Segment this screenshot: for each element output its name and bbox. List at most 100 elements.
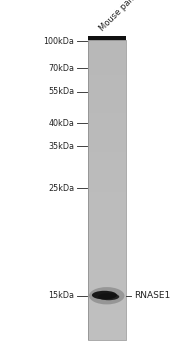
Bar xyxy=(88,179,126,182)
Bar xyxy=(88,109,126,113)
Bar xyxy=(88,219,126,222)
Bar xyxy=(88,204,126,207)
Text: 35kDa: 35kDa xyxy=(48,142,74,151)
Text: Mouse pancreas: Mouse pancreas xyxy=(98,0,153,33)
Bar xyxy=(88,199,126,202)
Bar xyxy=(88,132,126,135)
Bar xyxy=(88,142,126,145)
Bar xyxy=(88,259,126,262)
Bar xyxy=(88,134,126,138)
Bar xyxy=(88,62,126,65)
Bar xyxy=(88,226,126,230)
Bar xyxy=(88,296,126,300)
Bar xyxy=(88,264,126,267)
Bar xyxy=(88,40,126,340)
Bar xyxy=(88,162,126,165)
Bar xyxy=(88,144,126,147)
Bar xyxy=(88,197,126,200)
Bar xyxy=(88,107,126,110)
Bar xyxy=(88,257,126,260)
Bar xyxy=(88,239,126,242)
Bar xyxy=(88,129,126,133)
Bar xyxy=(88,47,126,50)
Bar xyxy=(88,102,126,105)
Bar xyxy=(88,187,126,190)
Bar xyxy=(88,266,126,270)
Text: 70kDa: 70kDa xyxy=(48,64,74,73)
Bar xyxy=(88,77,126,80)
Bar xyxy=(88,254,126,257)
Text: 15kDa: 15kDa xyxy=(48,291,74,300)
Bar xyxy=(88,274,126,277)
Bar xyxy=(88,94,126,98)
Bar xyxy=(88,152,126,155)
Bar xyxy=(88,174,126,177)
Bar xyxy=(88,164,126,167)
Bar xyxy=(88,112,126,115)
Bar xyxy=(88,281,126,285)
Bar xyxy=(88,49,126,53)
Bar xyxy=(88,97,126,100)
Bar xyxy=(88,217,126,220)
Bar xyxy=(88,57,126,60)
Bar xyxy=(88,84,126,88)
Bar xyxy=(88,294,126,297)
Bar xyxy=(88,67,126,70)
Bar xyxy=(88,309,126,312)
Bar xyxy=(88,321,126,324)
Bar xyxy=(88,72,126,75)
Bar xyxy=(88,304,126,307)
Bar xyxy=(88,206,126,210)
Bar xyxy=(88,124,126,127)
Bar xyxy=(88,157,126,160)
Bar xyxy=(88,139,126,142)
Bar xyxy=(88,237,126,240)
Bar xyxy=(88,79,126,83)
Bar xyxy=(88,169,126,173)
Bar xyxy=(88,55,126,58)
Bar xyxy=(88,292,126,295)
Bar xyxy=(88,209,126,212)
Bar xyxy=(88,312,126,315)
Bar xyxy=(88,284,126,287)
Text: 40kDa: 40kDa xyxy=(48,119,74,128)
Ellipse shape xyxy=(89,287,124,304)
Bar xyxy=(88,192,126,195)
Bar xyxy=(88,69,126,73)
Bar xyxy=(88,75,126,78)
Bar xyxy=(88,269,126,272)
Bar xyxy=(88,202,126,205)
Bar xyxy=(88,329,126,332)
Bar xyxy=(88,127,126,130)
Ellipse shape xyxy=(92,291,117,300)
Bar xyxy=(88,279,126,282)
Bar xyxy=(88,182,126,185)
Bar xyxy=(88,149,126,153)
Bar xyxy=(88,336,126,339)
Bar xyxy=(88,99,126,103)
Ellipse shape xyxy=(98,293,119,300)
Text: 55kDa: 55kDa xyxy=(48,87,74,96)
Bar xyxy=(88,122,126,125)
Bar xyxy=(88,244,126,247)
Bar xyxy=(88,286,126,290)
Bar xyxy=(88,324,126,327)
Bar xyxy=(88,261,126,265)
Bar xyxy=(88,154,126,158)
Bar xyxy=(88,119,126,122)
Bar xyxy=(88,189,126,192)
Bar xyxy=(88,212,126,215)
Bar xyxy=(88,87,126,90)
Bar xyxy=(88,167,126,170)
Bar xyxy=(88,241,126,245)
Bar xyxy=(88,331,126,335)
Bar xyxy=(88,249,126,252)
Bar xyxy=(88,334,126,337)
Bar xyxy=(88,117,126,120)
Text: 25kDa: 25kDa xyxy=(48,184,74,193)
Bar xyxy=(88,229,126,232)
Bar xyxy=(88,276,126,280)
Bar xyxy=(88,184,126,187)
Bar xyxy=(88,246,126,250)
Bar xyxy=(88,214,126,217)
